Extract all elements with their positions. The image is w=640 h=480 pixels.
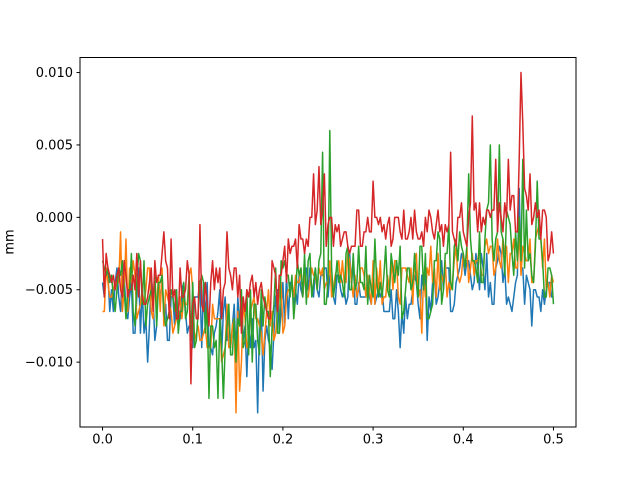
y-tick-label: −0.010 [25,356,73,371]
y-tick-label: 0.010 [36,66,73,81]
y-tick-label: 0.005 [36,138,73,153]
axes-spines [79,57,577,428]
series-red-line [101,71,555,385]
x-tick-label: 0.5 [543,433,564,448]
y-tick-label: −0.005 [25,283,73,298]
x-tick-label: 0.4 [453,433,474,448]
y-tick-label: 0.000 [36,211,73,226]
x-tick-label: 0.0 [92,433,113,448]
x-tick-label: 0.2 [273,433,294,448]
y-axis-label: mm [2,229,18,255]
x-tick-label: 0.1 [182,433,203,448]
x-tick-label: 0.3 [363,433,384,448]
